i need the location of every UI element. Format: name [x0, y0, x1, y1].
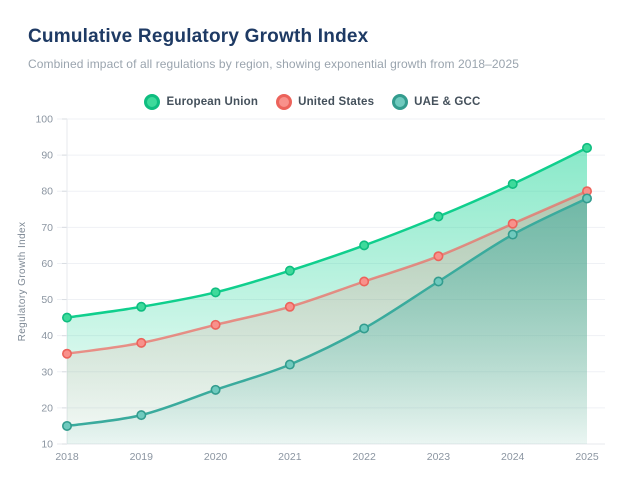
data-point-united-states-2024	[507, 218, 518, 229]
data-point-european-union-2018	[61, 312, 72, 323]
chart-legend: European Union United States UAE & GCC	[0, 93, 625, 111]
data-point-european-union-2022	[359, 240, 370, 251]
page-header: Cumulative Regulatory Growth Index Combi…	[0, 0, 625, 71]
data-point-european-union-2025	[581, 142, 592, 153]
data-point-uae-gcc-2018	[61, 420, 72, 431]
ytick-label-80: 80	[41, 186, 53, 198]
data-point-uae-gcc-2019	[136, 410, 147, 421]
ytick-label-90: 90	[41, 150, 53, 162]
data-point-united-states-2018	[61, 348, 72, 359]
xtick-label-2018: 2018	[55, 451, 79, 463]
data-point-european-union-2019	[136, 301, 147, 312]
data-point-uae-gcc-2023	[433, 276, 444, 287]
ytick-label-10: 10	[41, 439, 53, 451]
ytick-label-20: 20	[41, 402, 53, 414]
data-point-uae-gcc-2021	[284, 359, 295, 370]
ytick-label-30: 30	[41, 366, 53, 378]
legend-item-united-states: United States	[276, 94, 374, 110]
data-point-united-states-2021	[284, 301, 295, 312]
y-axis-title: Regulatory Growth Index	[17, 222, 28, 342]
series-area-uae-gcc	[67, 198, 587, 444]
legend-item-uae-gcc: UAE & GCC	[392, 94, 480, 110]
legend-swatch-european-union	[144, 94, 161, 110]
data-point-united-states-2022	[359, 276, 370, 287]
chart-container: 10 20 30 40 50 60 70 80 90 100 2018 2019 2020 2021 202…	[0, 113, 625, 488]
xtick-label-2022: 2022	[352, 451, 376, 463]
ytick-label-50: 50	[41, 294, 53, 306]
xtick-label-2024: 2024	[501, 451, 525, 463]
data-point-uae-gcc-2020	[210, 384, 221, 395]
ytick-label-60: 60	[41, 258, 53, 270]
data-point-united-states-2020	[210, 319, 221, 330]
legend-label-european-union: European Union	[166, 96, 259, 108]
data-point-european-union-2024	[507, 179, 518, 190]
data-point-united-states-2023	[433, 251, 444, 262]
legend-label-uae-gcc: UAE & GCC	[414, 96, 481, 108]
data-point-european-union-2021	[284, 265, 295, 276]
legend-item-european-union: European Union	[144, 94, 258, 110]
xtick-label-2019: 2019	[130, 451, 154, 463]
data-point-uae-gcc-2022	[359, 323, 370, 334]
xtick-label-2025: 2025	[575, 451, 599, 463]
xtick-label-2021: 2021	[278, 451, 302, 463]
page-title: Cumulative Regulatory Growth Index	[28, 26, 369, 47]
xtick-label-2023: 2023	[427, 451, 451, 463]
xtick-label-2020: 2020	[204, 451, 228, 463]
data-point-european-union-2020	[210, 287, 221, 298]
legend-swatch-uae-gcc	[392, 94, 409, 110]
data-point-united-states-2019	[136, 337, 147, 348]
ytick-label-40: 40	[41, 330, 53, 342]
data-point-european-union-2023	[433, 211, 444, 222]
ytick-label-100: 100	[35, 114, 53, 126]
page-subtitle: Combined impact of all regulations by re…	[28, 57, 519, 71]
data-point-uae-gcc-2025	[581, 193, 592, 204]
data-point-uae-gcc-2024	[507, 229, 518, 240]
legend-swatch-united-states	[276, 94, 293, 110]
growth-index-chart: 10 20 30 40 50 60 70 80 90 100 2018 2019 2020 2021 202…	[17, 114, 605, 463]
ytick-label-70: 70	[41, 222, 53, 234]
legend-label-united-states: United States	[298, 96, 375, 108]
